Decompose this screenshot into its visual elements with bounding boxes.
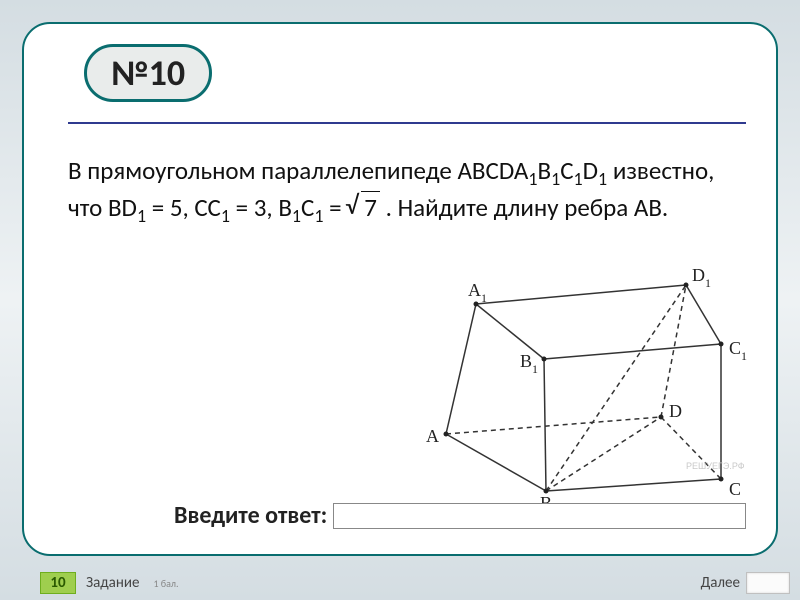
q-part: C <box>301 192 314 223</box>
q-part: . Найдите длину ребра АВ. <box>380 192 668 223</box>
points-label: 1 бал. <box>153 577 178 590</box>
q-part: В прямоугольном параллелепипеде ABCDA <box>68 155 528 186</box>
next-button[interactable]: Далее <box>701 572 790 594</box>
answer-label: Введите ответ: <box>174 501 327 530</box>
next-box-icon <box>746 572 790 594</box>
divider <box>68 122 746 124</box>
q-part: D <box>583 155 598 186</box>
q-sub: 1 <box>314 205 323 227</box>
footer: 10 Задание 1 бал. Далее <box>0 566 800 600</box>
task-number-badge: 10 <box>40 572 76 594</box>
parallelepiped-diagram: A1D1B1C1ADBCРЕШУЕГЭ.РФ <box>416 269 756 509</box>
answer-input[interactable] <box>333 503 746 529</box>
next-label: Далее <box>701 574 740 592</box>
question-number-badge: №10 <box>84 44 212 102</box>
q-sub: 1 <box>598 168 607 190</box>
radicand: 7 <box>361 191 380 223</box>
q-part: = 5, СС <box>146 192 221 223</box>
question-card: №10 В прямоугольном параллелепипеде ABCD… <box>22 22 778 556</box>
svg-text:B1: B1 <box>520 351 538 376</box>
q-part: = 3, B <box>230 192 292 223</box>
q-sub: 1 <box>551 168 560 190</box>
answer-row: Введите ответ: <box>174 501 746 530</box>
sqrt-icon: 7 <box>347 195 380 220</box>
q-sub: 1 <box>292 205 301 227</box>
task-label: Задание <box>86 574 139 592</box>
svg-text:D1: D1 <box>692 269 711 290</box>
q-part: C <box>560 155 573 186</box>
question-text: В прямоугольном параллелепипеде ABCDA1B1… <box>68 154 746 229</box>
q-sub: 1 <box>137 205 146 227</box>
q-sub: 1 <box>574 168 583 190</box>
svg-text:C: C <box>729 479 741 499</box>
q-part: B <box>537 155 551 186</box>
svg-text:D: D <box>669 401 682 421</box>
svg-text:C1: C1 <box>729 338 747 363</box>
svg-text:A: A <box>426 426 439 446</box>
q-sub: 1 <box>221 205 230 227</box>
svg-text:A1: A1 <box>468 280 487 305</box>
q-part: = <box>324 192 348 223</box>
svg-text:РЕШУЕГЭ.РФ: РЕШУЕГЭ.РФ <box>686 461 745 471</box>
